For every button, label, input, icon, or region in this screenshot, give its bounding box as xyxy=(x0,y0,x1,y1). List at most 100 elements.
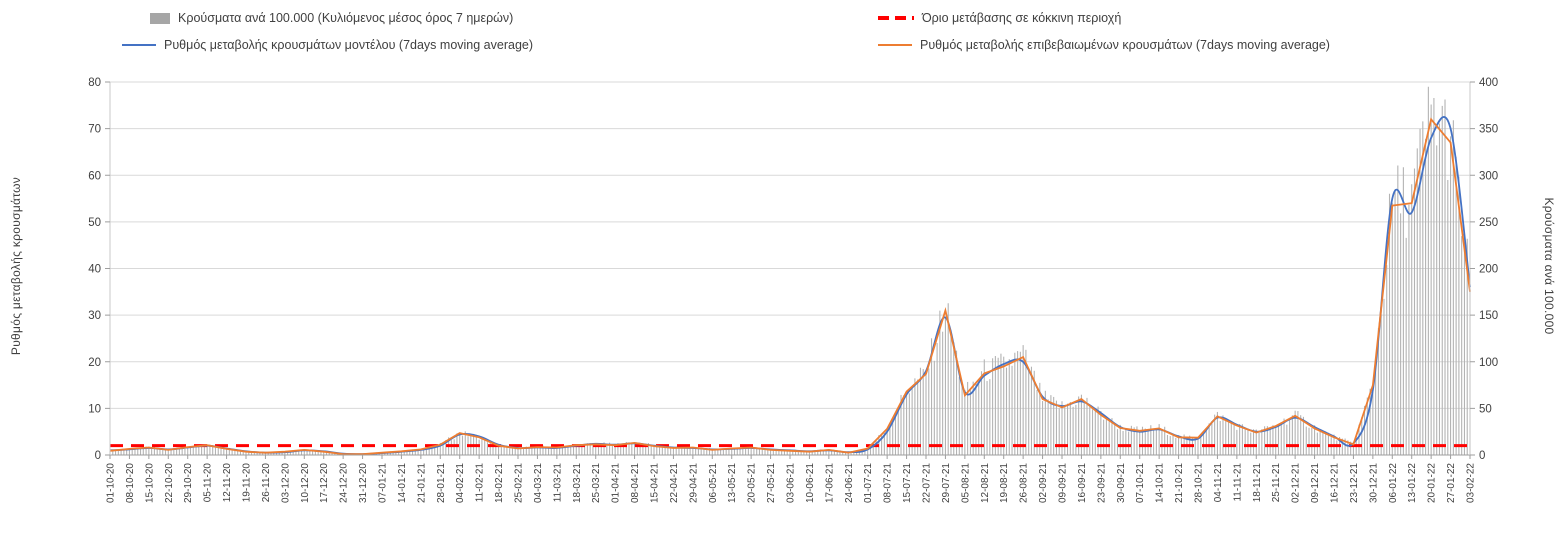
svg-text:300: 300 xyxy=(1479,170,1498,182)
svg-text:16-12-21: 16-12-21 xyxy=(1330,463,1341,503)
svg-text:26-08-21: 26-08-21 xyxy=(1019,463,1030,503)
svg-text:150: 150 xyxy=(1479,310,1498,322)
svg-text:18-02-21: 18-02-21 xyxy=(494,463,505,503)
svg-text:22-10-20: 22-10-20 xyxy=(164,463,175,503)
legend-item-model: Ρυθμός μεταβολής κρουσμάτων μοντέλου (7d… xyxy=(122,38,533,52)
threshold-dashed-swatch-icon xyxy=(878,16,914,20)
svg-text:07-10-21: 07-10-21 xyxy=(1135,463,1146,503)
svg-text:10: 10 xyxy=(88,403,101,415)
svg-text:20-01-22: 20-01-22 xyxy=(1427,463,1438,503)
svg-text:06-01-22: 06-01-22 xyxy=(1388,463,1399,503)
svg-text:100: 100 xyxy=(1479,357,1498,369)
bars-swatch-icon xyxy=(150,12,170,24)
svg-text:21-01-21: 21-01-21 xyxy=(416,463,427,503)
svg-text:02-12-21: 02-12-21 xyxy=(1291,463,1302,503)
svg-text:04-02-21: 04-02-21 xyxy=(455,463,466,503)
svg-text:09-09-21: 09-09-21 xyxy=(1058,463,1069,503)
left-axis-title: Ρυθμός μεταβολής κρουσμάτων xyxy=(9,176,23,356)
svg-text:17-12-20: 17-12-20 xyxy=(319,463,330,503)
svg-text:16-09-21: 16-09-21 xyxy=(1077,463,1088,503)
svg-text:07-01-21: 07-01-21 xyxy=(378,463,389,503)
svg-text:06-05-21: 06-05-21 xyxy=(708,463,719,503)
svg-text:22-07-21: 22-07-21 xyxy=(922,463,933,503)
svg-text:08-07-21: 08-07-21 xyxy=(883,463,894,503)
svg-text:0: 0 xyxy=(1479,450,1485,462)
model-line-swatch-icon xyxy=(122,44,156,46)
svg-text:01-07-21: 01-07-21 xyxy=(863,463,874,503)
svg-text:40: 40 xyxy=(88,264,101,276)
svg-text:26-11-20: 26-11-20 xyxy=(261,463,272,503)
svg-text:15-10-20: 15-10-20 xyxy=(144,463,155,503)
svg-text:19-08-21: 19-08-21 xyxy=(999,463,1010,503)
svg-text:14-01-21: 14-01-21 xyxy=(397,463,408,503)
svg-text:03-02-22: 03-02-22 xyxy=(1466,463,1477,503)
confirmed-line-swatch-icon xyxy=(878,44,912,46)
svg-text:14-10-21: 14-10-21 xyxy=(1155,463,1166,503)
svg-text:24-12-20: 24-12-20 xyxy=(339,463,350,503)
svg-text:28-10-21: 28-10-21 xyxy=(1194,463,1205,503)
svg-text:31-12-20: 31-12-20 xyxy=(358,463,369,503)
svg-text:50: 50 xyxy=(1479,403,1492,415)
svg-text:12-11-20: 12-11-20 xyxy=(222,463,233,503)
svg-text:400: 400 xyxy=(1479,77,1498,89)
svg-text:01-10-20: 01-10-20 xyxy=(106,463,117,503)
svg-text:11-11-21: 11-11-21 xyxy=(1232,463,1243,502)
svg-text:22-04-21: 22-04-21 xyxy=(669,463,680,503)
svg-text:0: 0 xyxy=(95,450,101,462)
svg-text:02-09-21: 02-09-21 xyxy=(1038,463,1049,503)
svg-text:20: 20 xyxy=(88,357,101,369)
svg-text:05-08-21: 05-08-21 xyxy=(960,463,971,503)
svg-text:60: 60 xyxy=(88,170,101,182)
svg-text:18-11-21: 18-11-21 xyxy=(1252,463,1263,503)
svg-text:200: 200 xyxy=(1479,264,1498,276)
svg-text:50: 50 xyxy=(88,217,101,229)
svg-text:04-03-21: 04-03-21 xyxy=(533,463,544,503)
svg-text:29-04-21: 29-04-21 xyxy=(688,463,699,503)
svg-text:01-04-21: 01-04-21 xyxy=(611,463,622,503)
svg-text:30: 30 xyxy=(88,310,101,322)
svg-text:15-04-21: 15-04-21 xyxy=(650,463,661,503)
svg-text:15-07-21: 15-07-21 xyxy=(902,463,913,503)
svg-text:12-08-21: 12-08-21 xyxy=(980,463,991,503)
legend-label-confirmed: Ρυθμός μεταβολής επιβεβαιωμένων κρουσμάτ… xyxy=(920,38,1330,52)
svg-text:09-12-21: 09-12-21 xyxy=(1310,463,1321,503)
svg-text:11-03-21: 11-03-21 xyxy=(552,463,563,503)
svg-text:03-12-20: 03-12-20 xyxy=(280,463,291,503)
svg-text:29-07-21: 29-07-21 xyxy=(941,463,952,503)
svg-text:20-05-21: 20-05-21 xyxy=(747,463,758,503)
svg-text:11-02-21: 11-02-21 xyxy=(475,463,486,503)
svg-text:80: 80 xyxy=(88,77,101,89)
legend-label-threshold: Όριο μετάβασης σε κόκκινη περιοχή xyxy=(922,11,1122,25)
svg-text:30-12-21: 30-12-21 xyxy=(1368,463,1379,503)
svg-text:350: 350 xyxy=(1479,124,1498,136)
svg-text:13-01-22: 13-01-22 xyxy=(1407,463,1418,503)
legend-item-cases-bars: Κρούσματα ανά 100.000 (Κυλιόμενος μέσος … xyxy=(150,11,513,25)
svg-text:08-10-20: 08-10-20 xyxy=(125,463,136,503)
legend-item-confirmed: Ρυθμός μεταβολής επιβεβαιωμένων κρουσμάτ… xyxy=(878,38,1330,52)
svg-text:18-03-21: 18-03-21 xyxy=(572,463,583,503)
svg-text:17-06-21: 17-06-21 xyxy=(824,463,835,503)
svg-text:27-05-21: 27-05-21 xyxy=(766,463,777,503)
svg-text:23-09-21: 23-09-21 xyxy=(1096,463,1107,503)
svg-text:19-11-20: 19-11-20 xyxy=(242,463,253,503)
svg-text:03-06-21: 03-06-21 xyxy=(786,463,797,503)
svg-text:25-03-21: 25-03-21 xyxy=(591,463,602,503)
svg-text:27-01-22: 27-01-22 xyxy=(1446,463,1457,503)
svg-text:24-06-21: 24-06-21 xyxy=(844,463,855,503)
svg-text:10-06-21: 10-06-21 xyxy=(805,463,816,503)
legend-label-cases-bars: Κρούσματα ανά 100.000 (Κυλιόμενος μέσος … xyxy=(178,11,514,25)
svg-text:23-12-21: 23-12-21 xyxy=(1349,463,1360,503)
legend-label-model: Ρυθμός μεταβολής κρουσμάτων μοντέλου (7d… xyxy=(164,38,534,52)
svg-text:28-01-21: 28-01-21 xyxy=(436,463,447,503)
svg-text:21-10-21: 21-10-21 xyxy=(1174,463,1185,503)
svg-text:04-11-21: 04-11-21 xyxy=(1213,463,1224,503)
right-axis-title: Κρούσματα ανά 100.000 xyxy=(1542,197,1556,335)
svg-text:13-05-21: 13-05-21 xyxy=(727,463,738,503)
svg-text:30-09-21: 30-09-21 xyxy=(1116,463,1127,503)
svg-text:70: 70 xyxy=(88,124,101,136)
svg-text:25-02-21: 25-02-21 xyxy=(514,463,525,503)
svg-text:250: 250 xyxy=(1479,217,1498,229)
svg-text:05-11-20: 05-11-20 xyxy=(203,463,214,503)
